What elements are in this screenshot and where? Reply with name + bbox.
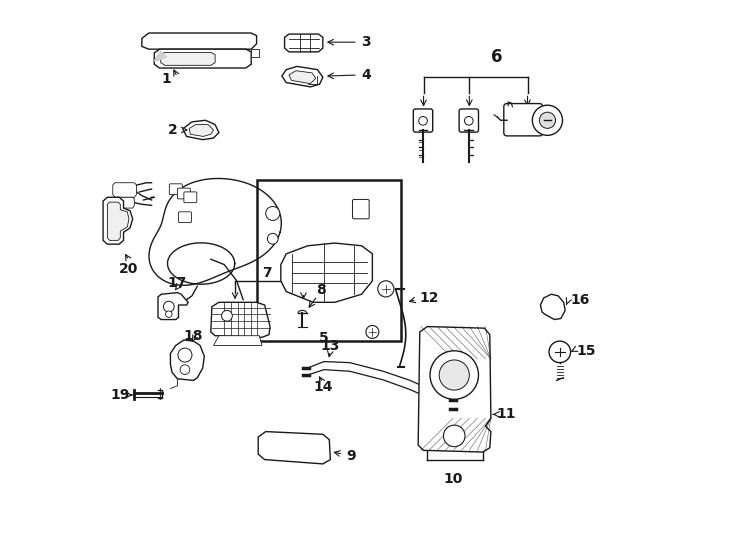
Text: 18: 18 xyxy=(184,329,203,343)
Polygon shape xyxy=(142,33,257,49)
Circle shape xyxy=(266,206,280,220)
Circle shape xyxy=(267,233,278,244)
Circle shape xyxy=(532,105,562,136)
Polygon shape xyxy=(418,327,491,452)
Text: 16: 16 xyxy=(570,293,590,307)
Text: 9: 9 xyxy=(346,449,356,463)
Circle shape xyxy=(443,425,465,447)
FancyBboxPatch shape xyxy=(504,104,542,136)
Polygon shape xyxy=(281,243,372,302)
Text: 6: 6 xyxy=(490,48,502,66)
Text: 8: 8 xyxy=(316,284,326,298)
Circle shape xyxy=(465,117,473,125)
Text: 20: 20 xyxy=(119,262,139,276)
Polygon shape xyxy=(103,197,133,244)
FancyBboxPatch shape xyxy=(170,184,182,194)
Text: 5: 5 xyxy=(319,332,329,346)
FancyBboxPatch shape xyxy=(184,192,197,202)
FancyBboxPatch shape xyxy=(160,301,176,311)
FancyBboxPatch shape xyxy=(352,199,369,219)
Circle shape xyxy=(549,341,570,363)
Text: 2: 2 xyxy=(168,123,178,137)
Polygon shape xyxy=(161,52,215,65)
Circle shape xyxy=(439,360,469,390)
Polygon shape xyxy=(282,66,323,87)
Circle shape xyxy=(378,281,394,297)
Text: 19: 19 xyxy=(111,388,130,402)
Circle shape xyxy=(166,311,172,318)
Polygon shape xyxy=(214,336,262,346)
Text: 7: 7 xyxy=(263,266,272,280)
Polygon shape xyxy=(183,120,219,140)
Circle shape xyxy=(164,301,174,312)
FancyBboxPatch shape xyxy=(413,109,433,132)
Text: 11: 11 xyxy=(496,407,516,421)
Polygon shape xyxy=(115,197,134,208)
Polygon shape xyxy=(211,302,270,338)
Polygon shape xyxy=(189,125,214,137)
Circle shape xyxy=(366,326,379,339)
Polygon shape xyxy=(258,431,330,464)
Text: 1: 1 xyxy=(161,72,172,86)
Text: 12: 12 xyxy=(420,291,439,305)
FancyBboxPatch shape xyxy=(178,212,192,222)
Polygon shape xyxy=(251,49,259,57)
Polygon shape xyxy=(154,49,251,68)
Polygon shape xyxy=(107,202,129,240)
Bar xyxy=(257,179,401,341)
Text: 13: 13 xyxy=(321,340,340,354)
Text: 14: 14 xyxy=(313,380,333,394)
Polygon shape xyxy=(170,340,204,380)
Polygon shape xyxy=(154,52,167,61)
FancyBboxPatch shape xyxy=(178,188,190,199)
Circle shape xyxy=(222,310,233,321)
Circle shape xyxy=(180,365,190,375)
Text: 10: 10 xyxy=(443,472,463,486)
Polygon shape xyxy=(285,34,323,52)
Text: 15: 15 xyxy=(576,344,595,358)
Text: 3: 3 xyxy=(362,35,371,49)
Polygon shape xyxy=(113,183,137,197)
Polygon shape xyxy=(158,293,188,320)
Text: 4: 4 xyxy=(362,68,371,82)
FancyBboxPatch shape xyxy=(459,109,479,132)
Text: 17: 17 xyxy=(168,276,187,290)
Polygon shape xyxy=(540,294,565,320)
Circle shape xyxy=(418,117,427,125)
Polygon shape xyxy=(289,71,316,84)
Circle shape xyxy=(539,112,556,129)
Circle shape xyxy=(178,348,192,362)
Circle shape xyxy=(430,351,479,399)
